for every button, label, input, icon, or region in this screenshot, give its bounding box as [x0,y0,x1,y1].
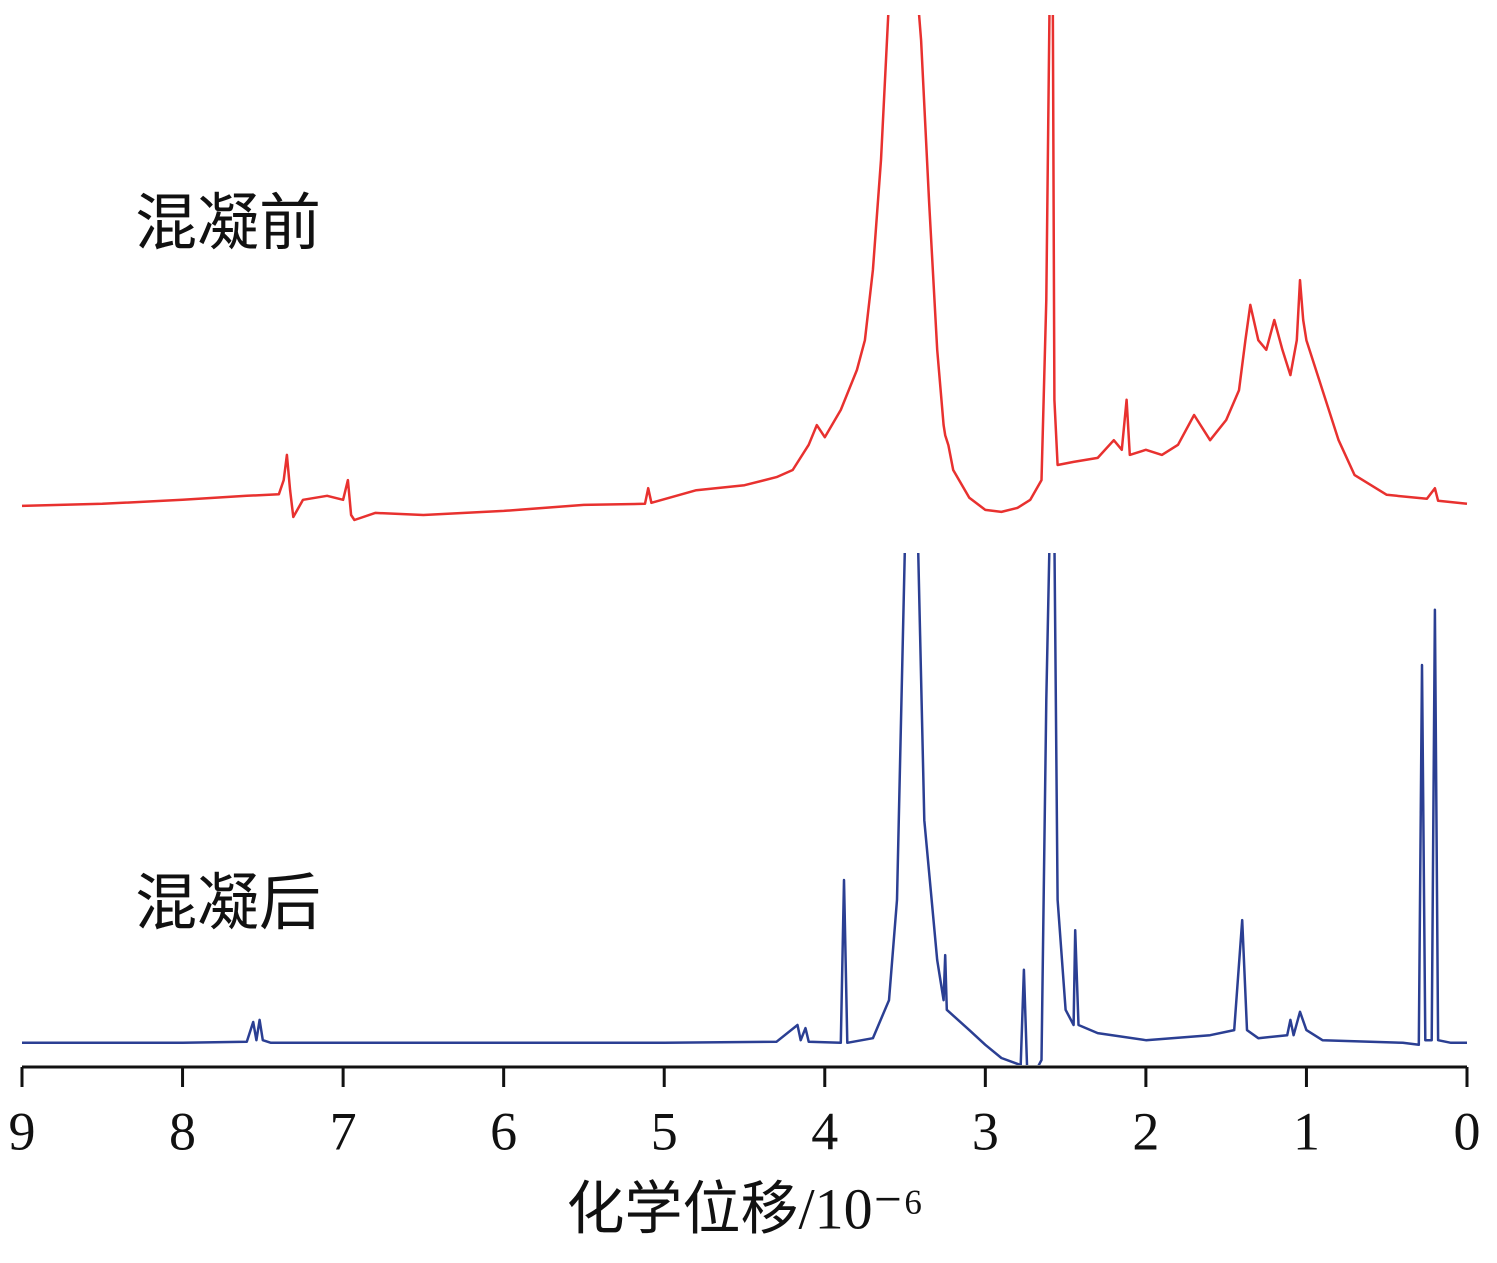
x-tick-label: 7 [330,1101,357,1161]
x-tick-label: 0 [1454,1101,1481,1161]
x-tick-label: 8 [169,1101,196,1161]
x-tick-label: 9 [9,1101,36,1161]
trace-label: 混凝前 [135,190,321,258]
x-axis-label: 化学位移/10⁻⁶ [567,1176,924,1241]
x-tick-label: 2 [1132,1101,1159,1161]
x-tick-label: 4 [811,1101,838,1161]
x-tick-label: 5 [651,1101,678,1161]
x-tick-label: 6 [490,1101,517,1161]
spectrum-line [21,15,1468,522]
spectrum-line [22,553,1467,1065]
x-tick-label: 3 [972,1101,999,1161]
x-tick-label: 1 [1293,1101,1320,1161]
trace-label: 混凝后 [135,870,321,938]
